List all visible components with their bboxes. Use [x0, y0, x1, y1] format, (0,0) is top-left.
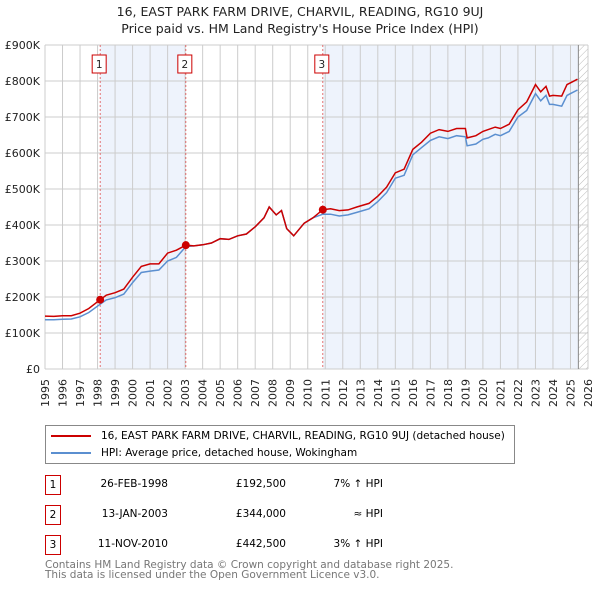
sale-label-number: 1 — [96, 59, 103, 71]
sale-number: 1 — [45, 475, 61, 495]
y-tick-label: £100K — [5, 327, 41, 340]
sale-label-number: 3 — [318, 59, 325, 71]
sale-hpi-compare: ≈ HPI — [353, 508, 383, 520]
footer-line-2: This data is licensed under the Open Gov… — [45, 569, 380, 581]
x-tick-label: 2012 — [337, 379, 350, 407]
x-tick-label: 2023 — [529, 379, 542, 407]
x-tick-label: 2016 — [407, 379, 420, 407]
x-tick-label: 2021 — [494, 379, 507, 407]
x-tick-label: 2009 — [284, 379, 297, 407]
x-tick-label: 1996 — [57, 379, 70, 407]
y-tick-label: £0 — [26, 363, 40, 376]
sale-date: 11-NOV-2010 — [97, 538, 168, 550]
x-tick-label: 2024 — [547, 379, 560, 407]
x-tick-label: 2013 — [354, 379, 367, 407]
x-tick-label: 1995 — [39, 379, 52, 407]
legend-label-price: 16, EAST PARK FARM DRIVE, CHARVIL, READI… — [101, 430, 505, 442]
x-tick-label: 2003 — [179, 379, 192, 407]
x-tick-label: 2025 — [564, 379, 577, 407]
x-tick-label: 2001 — [144, 379, 157, 407]
sale-price: £192,500 — [235, 478, 286, 490]
x-tick-label: 2005 — [214, 379, 227, 407]
y-tick-label: £700K — [5, 111, 41, 124]
x-tick-label: 2011 — [319, 379, 332, 407]
y-tick-label: £600K — [5, 147, 41, 160]
sale-row: 1 26-FEB-1998 £192,500 7% ↑ HPI — [45, 475, 545, 495]
x-tick-label: 2008 — [267, 379, 280, 407]
y-tick-label: £800K — [5, 75, 41, 88]
x-tick-label: 1999 — [109, 379, 122, 407]
sale-point — [96, 295, 105, 304]
legend: 16, EAST PARK FARM DRIVE, CHARVIL, READI… — [45, 425, 515, 464]
x-tick-label: 1998 — [92, 379, 105, 407]
footer-line-1: Contains HM Land Registry data © Crown c… — [45, 559, 454, 571]
legend-label-hpi: HPI: Average price, detached house, Woki… — [101, 447, 358, 459]
x-tick-label: 1997 — [74, 379, 87, 407]
sale-price: £442,500 — [235, 538, 286, 550]
sale-label-box — [91, 54, 107, 74]
shaded-region — [100, 45, 186, 369]
y-tick-label: £400K — [5, 219, 41, 232]
sale-number: 3 — [45, 535, 61, 555]
x-tick-label: 2015 — [389, 379, 402, 407]
x-tick-label: 2004 — [197, 379, 210, 407]
sale-label-box — [314, 54, 330, 74]
sale-point — [318, 205, 327, 214]
footer: Contains HM Land Registry data © Crown c… — [45, 559, 454, 581]
y-tick-label: £300K — [5, 255, 41, 268]
y-tick-label: £900K — [5, 39, 41, 52]
sale-label-box — [177, 54, 193, 74]
sale-number: 2 — [45, 505, 61, 525]
sale-point — [181, 241, 190, 250]
x-tick-label: 2010 — [302, 379, 315, 407]
x-tick-label: 2006 — [232, 379, 245, 407]
plot-area: 1995 1996 1997 1998 1999 2000 2001 2002 2003 2004… — [5, 39, 595, 407]
y-tick-label: £500K — [5, 183, 41, 196]
x-tick-label: 2019 — [459, 379, 472, 407]
legend-swatch-hpi — [51, 452, 91, 454]
sale-hpi-compare: 7% ↑ HPI — [333, 478, 383, 490]
future-hatch — [578, 45, 588, 369]
x-tick-label: 2014 — [372, 379, 385, 407]
sale-price: £344,000 — [235, 508, 286, 520]
sale-date: 26-FEB-1998 — [100, 478, 168, 490]
x-tick-label: 2018 — [442, 379, 455, 407]
sale-row: 3 11-NOV-2010 £442,500 3% ↑ HPI — [45, 535, 545, 555]
x-tick-label: 2017 — [424, 379, 437, 407]
x-tick-label: 2026 — [582, 379, 595, 407]
shaded-region — [322, 45, 579, 369]
legend-swatch-price — [51, 435, 91, 437]
x-tick-label: 2000 — [127, 379, 140, 407]
sale-hpi-compare: 3% ↑ HPI — [333, 538, 383, 550]
x-tick-label: 2007 — [249, 379, 262, 407]
y-tick-label: £200K — [5, 291, 41, 304]
x-tick-label: 2022 — [512, 379, 525, 407]
sale-label-number: 2 — [181, 59, 188, 71]
sale-row: 2 13-JAN-2003 £344,000 ≈ HPI — [45, 505, 545, 525]
x-tick-label: 2020 — [477, 379, 490, 407]
chart-subtitle: Price paid vs. HM Land Registry's House … — [121, 21, 479, 36]
x-tick-label: 2002 — [162, 379, 175, 407]
chart-title: 16, EAST PARK FARM DRIVE, CHARVIL, READI… — [116, 4, 484, 19]
hpi-series-line — [45, 89, 578, 321]
sale-date: 13-JAN-2003 — [101, 508, 168, 520]
